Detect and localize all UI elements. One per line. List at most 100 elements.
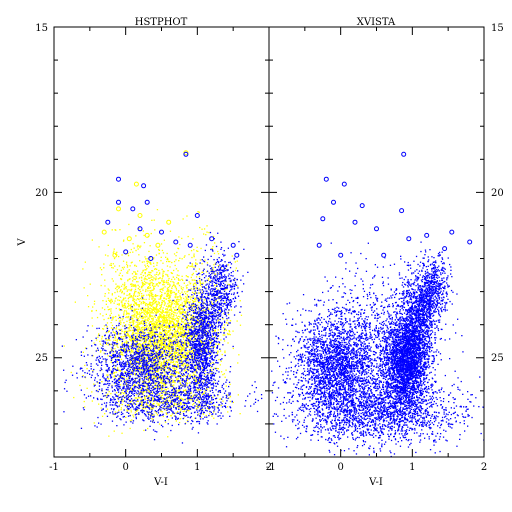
data-point (205, 403, 207, 405)
data-point (164, 325, 167, 327)
data-point (186, 392, 188, 394)
data-point (168, 306, 170, 308)
data-point (148, 327, 150, 329)
data-point (133, 311, 135, 313)
data-point (196, 263, 198, 265)
data-point (123, 299, 125, 301)
data-point (126, 316, 128, 318)
data-point (120, 358, 123, 360)
data-point (128, 315, 130, 318)
data-point (153, 324, 155, 327)
data-point (108, 330, 110, 332)
data-point (125, 363, 127, 366)
data-point (129, 395, 131, 398)
data-point (153, 329, 155, 331)
data-point (150, 366, 152, 368)
data-point (161, 382, 163, 385)
data-point (229, 383, 231, 385)
data-point (124, 310, 126, 312)
data-point (183, 282, 185, 284)
data-point (190, 354, 192, 357)
data-point (156, 387, 158, 389)
data-point (99, 267, 102, 269)
bright-star-marker (101, 229, 107, 235)
data-point (194, 344, 196, 346)
data-point (116, 285, 119, 287)
data-point (180, 286, 182, 288)
data-point (167, 290, 170, 292)
data-point (147, 260, 149, 262)
data-point (171, 349, 173, 351)
data-point (215, 284, 218, 286)
data-point (142, 300, 144, 303)
data-point (155, 273, 158, 275)
data-point (120, 400, 123, 402)
data-point (192, 288, 195, 291)
data-point (185, 311, 187, 313)
data-point (212, 246, 214, 248)
data-point (166, 353, 168, 355)
data-point (160, 311, 162, 313)
data-point (156, 342, 158, 344)
data-point (162, 319, 164, 322)
data-point (161, 325, 164, 327)
data-point (135, 304, 138, 306)
data-point (132, 323, 134, 325)
data-point (229, 366, 232, 368)
data-point (146, 278, 148, 281)
data-point (130, 348, 133, 350)
data-point (124, 305, 126, 307)
data-point (160, 388, 163, 390)
data-point (94, 384, 96, 386)
data-point (105, 363, 107, 365)
data-point (110, 343, 112, 346)
data-point (183, 385, 185, 387)
data-point (100, 347, 103, 349)
data-point (175, 293, 177, 295)
data-point (147, 352, 149, 354)
data-point (121, 305, 124, 308)
data-point (147, 399, 149, 401)
data-point (138, 346, 140, 348)
data-point (155, 347, 157, 349)
data-point (82, 375, 84, 377)
data-point (146, 354, 148, 356)
data-point (160, 368, 162, 370)
data-point (182, 335, 184, 337)
data-point (149, 262, 152, 264)
data-point (154, 279, 157, 281)
data-point (118, 352, 120, 354)
data-point (182, 314, 184, 317)
data-point (177, 326, 179, 328)
data-point (140, 401, 142, 403)
data-point (179, 307, 181, 309)
data-point (189, 265, 191, 268)
data-point (142, 307, 144, 309)
data-point (159, 298, 162, 300)
data-point (144, 332, 147, 334)
data-point (112, 328, 114, 330)
data-point (186, 291, 188, 293)
data-point (162, 327, 164, 330)
data-point (182, 329, 184, 332)
data-point (148, 367, 150, 370)
data-point (151, 317, 153, 320)
data-point (152, 294, 154, 296)
data-point (120, 352, 122, 354)
data-point (180, 313, 183, 315)
data-point (178, 315, 180, 317)
data-point (228, 313, 230, 316)
data-point (121, 338, 123, 341)
data-point (186, 275, 189, 278)
data-point (122, 345, 124, 347)
data-point (173, 303, 176, 305)
data-point (183, 315, 185, 317)
data-point (125, 416, 127, 418)
data-point (151, 298, 153, 300)
data-point (132, 309, 134, 312)
data-point (210, 366, 212, 369)
data-point (159, 345, 161, 347)
data-point (195, 259, 197, 261)
data-point (165, 317, 167, 319)
data-point (157, 278, 159, 280)
